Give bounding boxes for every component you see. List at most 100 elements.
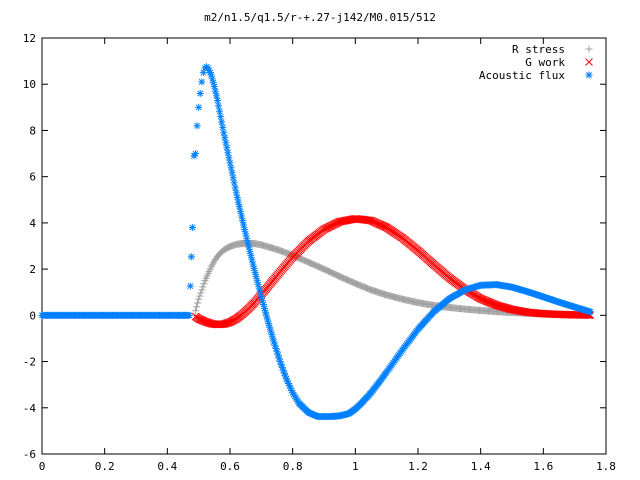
plot-area [41, 37, 607, 455]
legend-marker [585, 71, 593, 79]
data-point [247, 252, 255, 260]
x-tick-label: 1.4 [471, 460, 491, 473]
data-point [221, 134, 229, 142]
y-axis: -6 -4 -2 0 2 4 6 8 10 12 [23, 32, 606, 461]
data-point [586, 308, 594, 316]
x-tick-label: 1.6 [533, 460, 553, 473]
data-point [222, 139, 230, 147]
y-tick-label: 0 [29, 309, 36, 322]
data-point [195, 103, 203, 111]
data-point [193, 122, 201, 130]
data-point [192, 150, 200, 158]
x-tick-label: 1.8 [596, 460, 616, 473]
data-point [228, 169, 236, 177]
y-tick-label: 4 [29, 217, 36, 230]
y-tick-label: 12 [23, 32, 36, 45]
data-point [194, 299, 202, 307]
data-point [215, 102, 223, 110]
data-point [185, 311, 193, 319]
data-point [244, 239, 252, 247]
data-point [199, 283, 207, 291]
data-point [249, 260, 257, 268]
data-point [264, 316, 272, 324]
data-point [197, 289, 205, 297]
data-point [219, 123, 227, 131]
series-g-work [191, 214, 595, 329]
legend-label: G work [525, 56, 565, 69]
data-point [220, 129, 228, 137]
chart-title: m2/n1.5/q1.5/r-+.27-j142/M0.015/512 [204, 11, 436, 24]
data-point [198, 78, 206, 86]
data-point [236, 207, 244, 215]
data-point [248, 256, 256, 264]
data-point [227, 164, 235, 172]
y-tick-label: 10 [23, 78, 36, 91]
y-tick-label: -2 [23, 356, 36, 369]
x-tick-label: 0.4 [157, 460, 177, 473]
data-point [223, 144, 231, 152]
data-point [216, 107, 224, 115]
data-point [242, 230, 250, 238]
data-point [231, 184, 239, 192]
data-point [213, 96, 221, 104]
legend-marker [585, 45, 593, 53]
legend-label: Acoustic flux [479, 69, 565, 82]
data-point [245, 243, 253, 251]
legend-label: R stress [512, 43, 565, 56]
x-tick-label: 0 [39, 460, 46, 473]
data-point [200, 280, 208, 288]
data-point [193, 303, 201, 311]
data-point [198, 286, 206, 294]
y-tick-label: -6 [23, 448, 36, 461]
data-point [218, 118, 226, 126]
data-point [224, 149, 232, 157]
data-point [217, 113, 225, 121]
x-tick-label: 0.2 [95, 460, 115, 473]
data-point [274, 351, 282, 359]
y-tick-label: 2 [29, 263, 36, 276]
data-point [211, 87, 219, 95]
data-point [195, 295, 203, 303]
data-point [188, 224, 196, 232]
data-point [246, 247, 254, 255]
data-point [226, 159, 234, 167]
data-point [192, 307, 200, 315]
x-tick-label: 0.8 [283, 460, 303, 473]
data-point [187, 253, 195, 261]
data-point [232, 189, 240, 197]
y-tick-label: -4 [23, 402, 37, 415]
data-point [239, 217, 247, 225]
data-point [229, 174, 237, 182]
y-tick-label: 8 [29, 124, 36, 137]
data-point [210, 83, 218, 91]
x-tick-label: 0.6 [220, 460, 240, 473]
data-point [234, 198, 242, 206]
x-axis: 0 0.2 0.4 0.6 0.8 1 1.2 1.4 1.6 1.8 [39, 38, 616, 473]
data-series [38, 63, 595, 421]
data-point [273, 348, 281, 356]
data-point [235, 203, 243, 211]
data-point [233, 193, 241, 201]
y-tick-label: 6 [29, 171, 36, 184]
data-point [212, 92, 220, 100]
data-point [186, 282, 194, 290]
data-point [265, 320, 273, 328]
data-point [250, 264, 258, 272]
x-tick-label: 1 [352, 460, 359, 473]
data-point [240, 221, 248, 229]
data-point [272, 344, 280, 352]
data-point [243, 234, 251, 242]
data-point [241, 225, 249, 233]
series-r-stress [192, 239, 591, 319]
data-point [237, 212, 245, 220]
data-point [196, 89, 204, 97]
data-point [275, 354, 283, 362]
data-point [196, 292, 204, 300]
series-acoustic-flux [38, 63, 594, 421]
data-point [230, 179, 238, 187]
legend-marker [585, 58, 593, 66]
data-point [225, 154, 233, 162]
data-point [271, 341, 279, 349]
